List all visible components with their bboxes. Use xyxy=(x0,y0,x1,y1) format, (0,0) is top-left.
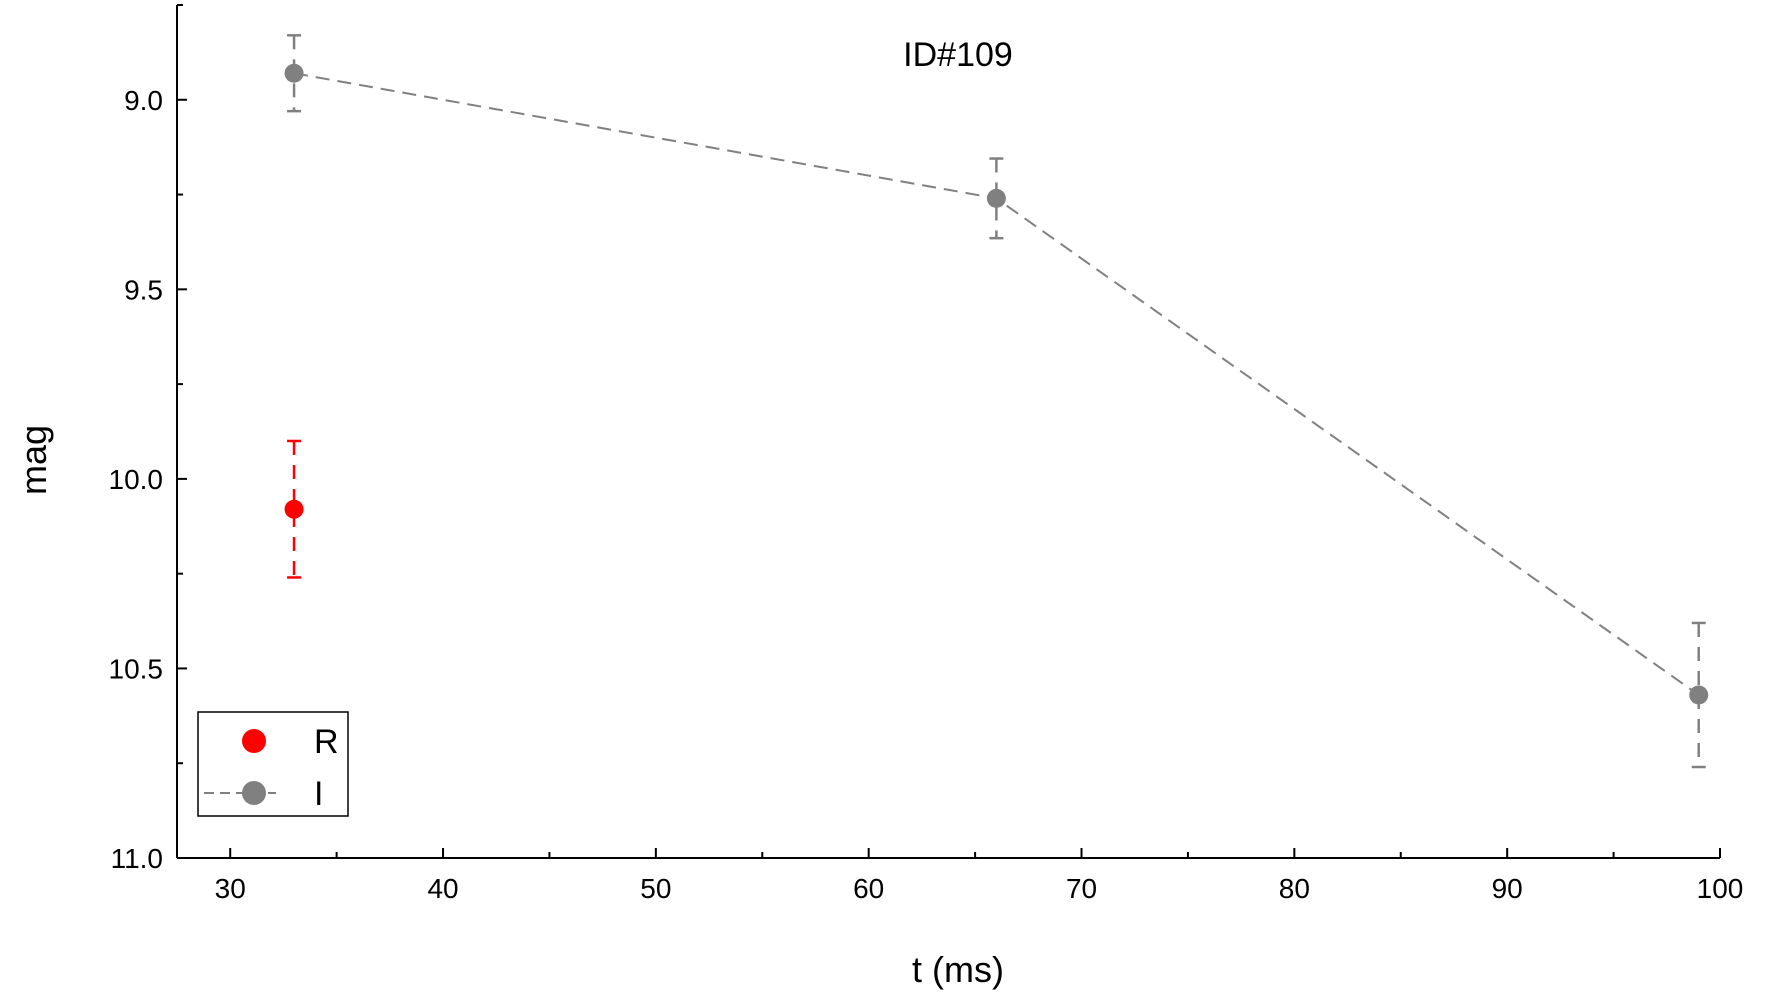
y-tick-label: 10.0 xyxy=(109,464,164,495)
plot-area xyxy=(284,34,1709,769)
legend-label-i: I xyxy=(314,775,323,813)
data-point-i xyxy=(986,188,1006,208)
x-tick-label: 50 xyxy=(640,873,671,904)
data-point-i xyxy=(284,63,304,83)
x-tick-label: 60 xyxy=(853,873,884,904)
x-tick-label: 100 xyxy=(1697,873,1744,904)
y-tick-label: 9.0 xyxy=(124,85,163,116)
legend-label-r: R xyxy=(314,723,339,761)
y-axis-title: mag xyxy=(13,425,54,495)
x-tick-label: 40 xyxy=(427,873,458,904)
x-axis-title: t (ms) xyxy=(912,949,1004,990)
y-tick-label: 9.5 xyxy=(124,274,163,305)
data-point-r xyxy=(284,499,304,519)
x-tick-label: 30 xyxy=(215,873,246,904)
legend: RI xyxy=(197,711,349,817)
chart-title: ID#109 xyxy=(903,36,1013,74)
legend-marker-r xyxy=(242,729,266,753)
x-tick-label: 70 xyxy=(1066,873,1097,904)
data-point-i xyxy=(1689,685,1709,705)
x-tick-label: 90 xyxy=(1492,873,1523,904)
legend-box xyxy=(197,711,349,817)
axes: 30 40 50 60 70 80 90 100 9.0 9.5 10.0 10.5 11.0 xyxy=(109,4,1744,904)
x-tick-label: 80 xyxy=(1279,873,1310,904)
legend-marker-i xyxy=(242,781,266,805)
y-tick-label: 11.0 xyxy=(111,843,163,874)
y-tick-label: 10.5 xyxy=(109,653,164,684)
